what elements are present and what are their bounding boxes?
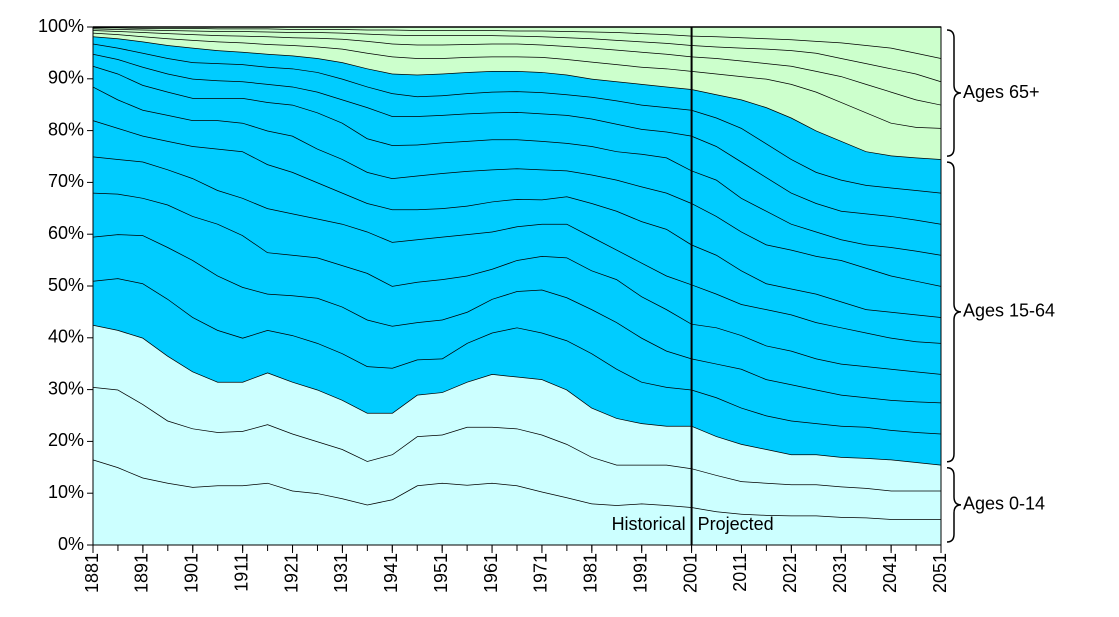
area-band (93, 234, 941, 434)
y-tick-label: 30% (48, 378, 84, 398)
area-band (93, 53, 941, 255)
y-tick-label: 70% (48, 171, 84, 191)
area-band (93, 43, 941, 224)
x-tick-label: 1891 (132, 553, 152, 593)
area-band (93, 324, 941, 491)
x-tick-label: 1961 (481, 553, 501, 593)
x-tick-label: 1911 (231, 553, 251, 592)
x-tick-label: 2001 (680, 553, 700, 593)
x-tick-label: 2041 (880, 553, 900, 593)
area-band (93, 120, 941, 343)
area-band (93, 86, 941, 318)
x-tick-label: 1921 (281, 553, 301, 593)
x-tick-label: 1881 (82, 553, 102, 593)
group-label: Ages 15-64 (963, 301, 1055, 321)
x-tick-label: 1971 (531, 553, 551, 593)
y-tick-label: 40% (48, 327, 84, 347)
area-band (93, 32, 941, 160)
divider-right-label: Projected (698, 514, 774, 534)
x-tick-label: 2051 (930, 553, 950, 593)
group-label: Ages 65+ (963, 82, 1040, 102)
area-band (93, 192, 941, 403)
y-tick-label: 0% (58, 534, 84, 554)
area-band (93, 459, 941, 545)
y-tick-label: 10% (48, 482, 84, 502)
x-tick-label: 2031 (830, 553, 850, 593)
x-tick-label: 1931 (331, 553, 351, 593)
x-tick-label: 1981 (581, 553, 601, 593)
area-band (93, 387, 941, 520)
y-tick-label: 60% (48, 223, 84, 243)
divider-left-label: Historical (612, 514, 686, 534)
y-tick-label: 50% (48, 275, 84, 295)
y-tick-label: 90% (48, 68, 84, 88)
area-band (93, 156, 941, 375)
x-tick-label: 1901 (182, 553, 202, 593)
x-tick-label: 2011 (730, 553, 750, 592)
area-band (93, 36, 941, 193)
y-tick-label: 20% (48, 430, 84, 450)
area-band (93, 65, 941, 286)
group-brace (946, 161, 962, 463)
x-tick-label: 1991 (630, 553, 650, 593)
x-tick-label: 2021 (780, 553, 800, 593)
area-band (93, 30, 941, 129)
x-tick-label: 1941 (381, 553, 401, 593)
area-band (93, 278, 941, 465)
y-tick-label: 80% (48, 119, 84, 139)
group-label: Ages 0-14 (963, 494, 1045, 514)
group-brace (946, 29, 962, 157)
y-tick-label: 100% (38, 16, 84, 36)
area-band (93, 27, 941, 82)
area-band (93, 27, 941, 59)
x-tick-label: 1951 (431, 553, 451, 593)
group-brace (946, 466, 962, 543)
